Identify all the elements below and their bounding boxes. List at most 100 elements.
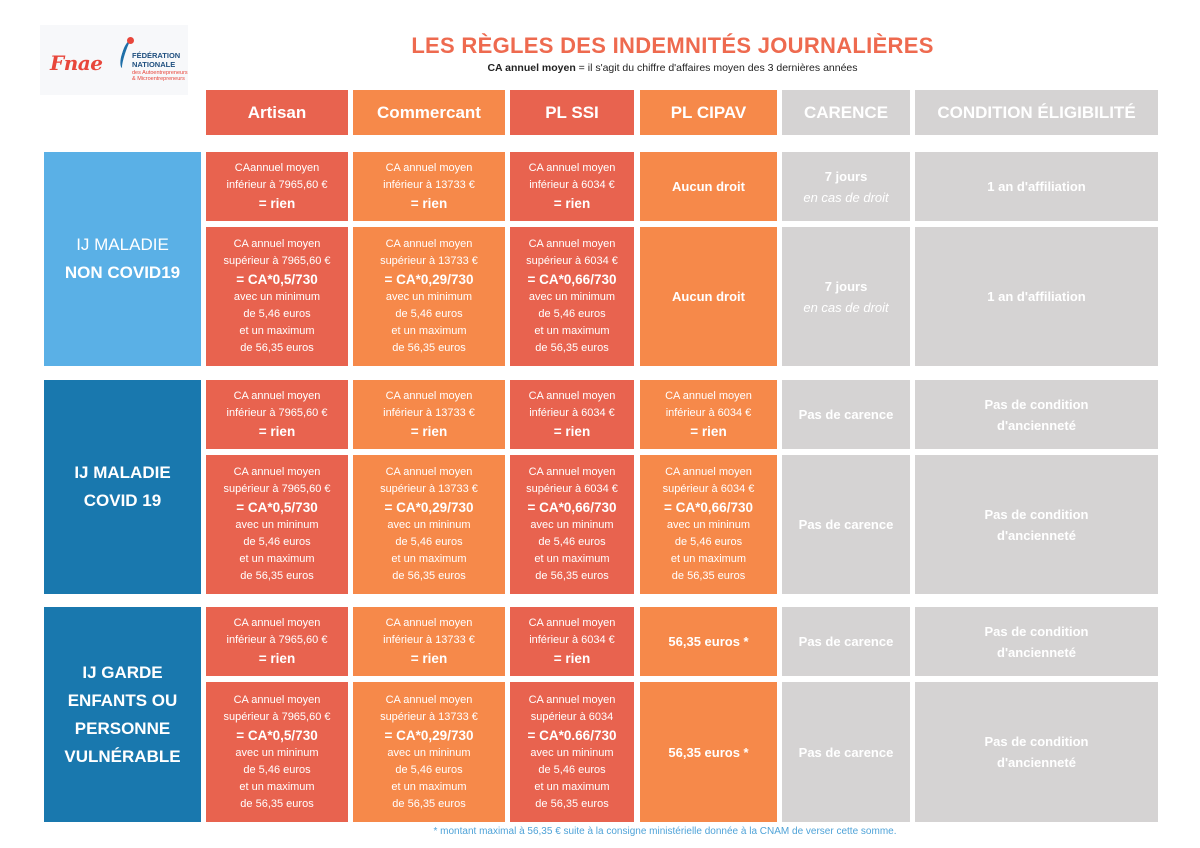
cell-text: inférieur à 6034 €	[665, 407, 752, 419]
cell-result: = rien	[410, 196, 448, 211]
cell-plcipav-inferieur: CA annuel moyen inférieur à 6034 € = rie…	[640, 380, 777, 449]
cell-plssi-inferieur: CA annuel moyen inférieur à 6034 € = rie…	[510, 152, 634, 221]
cell-text: CA annuel moyen	[528, 617, 616, 629]
cell-text: de 5,46 euros	[395, 536, 463, 548]
cell-text: de 56,35 euros	[392, 797, 466, 810]
cell-text: supérieur à 6034 €	[662, 483, 755, 495]
cell-plcipav-aucun-droit: Aucun droit	[640, 152, 777, 221]
cell-text: de 5,46 euros	[538, 763, 606, 776]
cell-text: de 56,35 euros	[535, 570, 609, 582]
cell-commercant-inferieur: CA annuel moyen inférieur à 13733 € = ri…	[353, 380, 505, 449]
cell-plssi-superieur: CA annuel moyen supérieur à 6034 € = CA*…	[510, 455, 634, 594]
cell-text: avec un mininum	[235, 519, 319, 531]
cell-text: Aucun droit	[672, 289, 745, 304]
cell-text: CA annuel moyen	[385, 466, 473, 478]
logo-text-line1: FÉDÉRATION	[132, 51, 181, 60]
header-artisan: Artisan	[206, 90, 348, 135]
cell-formula: = CA*0,29/730	[384, 272, 474, 287]
cell-condition-affiliation: 1 an d'affiliation	[915, 227, 1158, 366]
cell-plcipav-superieur: CA annuel moyen supérieur à 6034 € = CA*…	[640, 455, 777, 594]
cell-text: de 5,46 euros	[538, 536, 606, 548]
cell-text: CA annuel moyen	[528, 693, 616, 706]
cell-text: Pas de carence	[798, 634, 894, 649]
cell-text: Pas de carence	[798, 407, 894, 422]
cell-plssi-inferieur: CA annuel moyen inférieur à 6034 € = rie…	[510, 607, 634, 676]
cell-text: CA annuel moyen	[528, 162, 616, 174]
cell-text: inférieur à 13733 €	[383, 407, 475, 419]
cell-carence-pas-de-carence: Pas de carence	[782, 455, 910, 594]
page-subtitle: CA annuel moyen = il s'agit du chiffre d…	[345, 62, 1000, 74]
cell-text: CA annuel moyen	[665, 466, 752, 478]
header-condition-eligibilite: CONDITION ÉLIGIBILITÉ	[915, 90, 1158, 135]
cell-carence-pas-de-carence: Pas de carence	[782, 607, 910, 676]
cell-text: supérieur à 13733 €	[380, 483, 478, 495]
cell-text: avec un mininum	[387, 519, 471, 531]
cell-text: et un maximum	[391, 325, 467, 337]
cell-text: supérieur à 6034 €	[526, 255, 618, 267]
cell-text: supérieur à 13733 €	[380, 255, 478, 267]
row-label-garde-enfants: IJ GARDE ENFANTS OU PERSONNE VULNÉRABLE	[44, 607, 201, 822]
cell-artisan-superieur: CA annuel moyen supérieur à 7965,60 € = …	[206, 455, 348, 594]
cell-commercant-superieur: CA annuel moyen supérieur à 13733 € = CA…	[353, 227, 505, 366]
cell-text: CA annuel moyen	[233, 238, 321, 250]
cell-formula: = CA*0,5/730	[236, 500, 318, 515]
cell-text: de 56,35 euros	[535, 797, 609, 810]
cell-text: et un maximum	[239, 553, 315, 565]
cell-text: avec un mininum	[530, 746, 614, 759]
cell-text: en cas de droit	[803, 299, 889, 315]
cell-condition-affiliation: 1 an d'affiliation	[915, 152, 1158, 221]
cell-text: CA annuel moyen	[233, 693, 321, 706]
cell-text: avec un mininum	[530, 519, 614, 531]
cell-text: inférieur à 7965,60 €	[226, 179, 328, 191]
cell-text: de 56,35 euros	[240, 797, 314, 810]
cell-text: de 56,35 euros	[392, 570, 466, 582]
cell-plcipav-montant: 56,35 euros *	[640, 607, 777, 676]
cell-text: CA annuel moyen	[528, 390, 616, 402]
subtitle-bold: CA annuel moyen	[487, 62, 576, 74]
cell-text: inférieur à 7965,60 €	[226, 634, 328, 646]
cell-text: supérieur à 7965,60 €	[223, 710, 331, 723]
cell-text: CA annuel moyen	[233, 466, 321, 478]
cell-text: supérieur à 7965,60 €	[223, 483, 331, 495]
cell-text: et un maximum	[534, 553, 610, 565]
cell-condition-pas-anciennete: Pas de condition d'ancienneté	[915, 682, 1158, 822]
cell-text: de 5,46 euros	[395, 763, 463, 776]
cell-formula: = CA*0,66/730	[527, 500, 617, 515]
cell-artisan-inferieur: CA annuel moyen inférieur à 7965,60 € = …	[206, 607, 348, 676]
cell-result: = rien	[553, 424, 591, 439]
cell-text: CA annuel moyen	[233, 390, 321, 402]
row-label-maladie-non-covid: IJ MALADIE NON COVID19	[44, 152, 201, 366]
cell-text: inférieur à 6034 €	[529, 634, 615, 646]
row-label-line: PERSONNE	[74, 718, 171, 738]
cell-text: CA annuel moyen	[385, 390, 473, 402]
cell-text: de 5,46 euros	[395, 308, 463, 320]
cell-plcipav-montant: 56,35 euros *	[640, 682, 777, 822]
cell-text: et un maximum	[534, 325, 610, 337]
logo-small-line1: des Autoentrepreneurs	[132, 70, 188, 76]
cell-formula: = CA*0,29/730	[384, 500, 474, 515]
cell-text: et un maximum	[239, 325, 315, 337]
cell-formula: = CA*0,66/730	[664, 500, 753, 515]
cell-artisan-inferieur: CA annuel moyen inférieur à 7965,60 € = …	[206, 380, 348, 449]
cell-text: CAannuel moyen	[234, 162, 320, 174]
cell-text: CA annuel moyen	[233, 617, 321, 629]
logo-mark: Fnae	[50, 51, 103, 75]
row-label-line: IJ MALADIE	[74, 463, 171, 482]
cell-formula: = CA*0,66/730	[527, 272, 617, 287]
cell-text: d'ancienneté	[997, 527, 1076, 543]
cell-text: de 56,35 euros	[240, 570, 314, 582]
cell-text: de 5,46 euros	[243, 536, 311, 548]
cell-result: = rien	[258, 424, 296, 439]
cell-carence-pas-de-carence: Pas de carence	[782, 380, 910, 449]
cell-text: supérieur à 6034 €	[526, 483, 618, 495]
cell-formula: = CA*0.66/730	[527, 727, 617, 743]
cell-plcipav-aucun-droit: Aucun droit	[640, 227, 777, 366]
row-label-line: ENFANTS OU	[67, 690, 178, 710]
cell-text: 7 jours	[824, 278, 868, 294]
row-label-line: IJ MALADIE	[76, 235, 169, 254]
cell-text: et un maximum	[391, 780, 467, 793]
cell-text: Aucun droit	[672, 179, 745, 194]
cell-text: inférieur à 6034 €	[529, 407, 615, 419]
cell-commercant-inferieur: CA annuel moyen inférieur à 13733 € = ri…	[353, 607, 505, 676]
cell-text: inférieur à 6034 €	[529, 179, 615, 191]
